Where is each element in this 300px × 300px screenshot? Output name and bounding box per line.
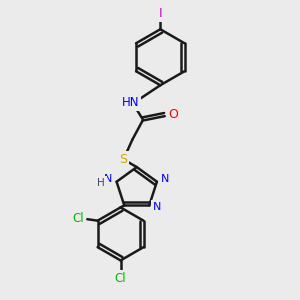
Text: N: N	[152, 202, 161, 212]
Text: Cl: Cl	[73, 212, 84, 225]
Text: I: I	[158, 7, 162, 20]
Text: N: N	[104, 174, 112, 184]
Text: O: O	[168, 109, 178, 122]
Text: H: H	[97, 178, 105, 188]
Text: Cl: Cl	[115, 272, 126, 285]
Text: N: N	[161, 174, 169, 184]
Text: S: S	[119, 153, 128, 166]
Text: HN: HN	[122, 96, 140, 110]
